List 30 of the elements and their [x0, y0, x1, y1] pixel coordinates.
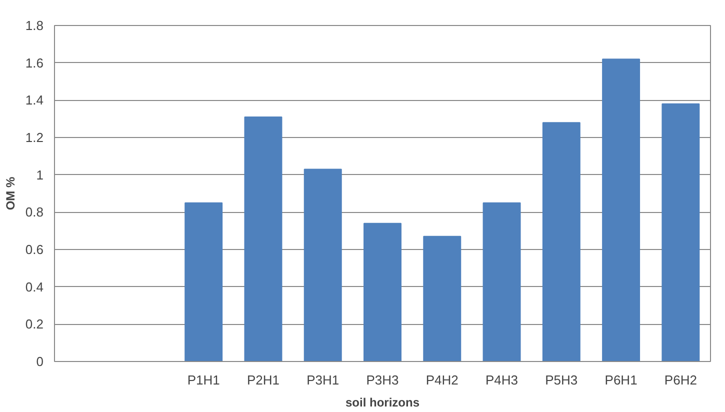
y-tick-label: 1.6 — [25, 55, 44, 70]
y-tick-label: 1.4 — [25, 92, 44, 108]
x-tick-label: P4H3 — [486, 372, 518, 388]
bar — [364, 222, 402, 362]
y-tick-label: 0.2 — [25, 316, 44, 332]
y-tick-label: 0.8 — [25, 204, 44, 220]
y-tick-label: 1.8 — [25, 18, 44, 33]
bar — [304, 168, 342, 362]
bar — [602, 58, 640, 362]
x-axis-title: soil horizons — [346, 396, 420, 410]
bar — [244, 116, 282, 362]
y-tick-label: 0.6 — [25, 242, 44, 257]
x-tick-label: P2H1 — [246, 372, 280, 388]
x-tick-label: P5H3 — [545, 372, 578, 388]
bar — [423, 236, 462, 362]
x-tick-label: P1H1 — [187, 372, 220, 388]
x-tick-label: P3H3 — [366, 372, 399, 388]
y-tick-label: 1.2 — [25, 130, 44, 145]
bar — [482, 202, 521, 362]
x-tick-label: P4H2 — [426, 372, 458, 388]
y-tick-label: 0 — [36, 354, 44, 369]
bar — [662, 103, 700, 362]
x-tick-label: P6H2 — [664, 372, 697, 388]
bar — [184, 202, 223, 362]
x-tick-label: P3H1 — [306, 372, 340, 388]
x-tick-label: P6H1 — [604, 372, 638, 388]
bar — [542, 122, 580, 362]
y-axis-title: OM % — [3, 176, 18, 210]
y-tick-label: 0.4 — [25, 279, 44, 294]
y-tick-label: 1 — [36, 167, 44, 182]
